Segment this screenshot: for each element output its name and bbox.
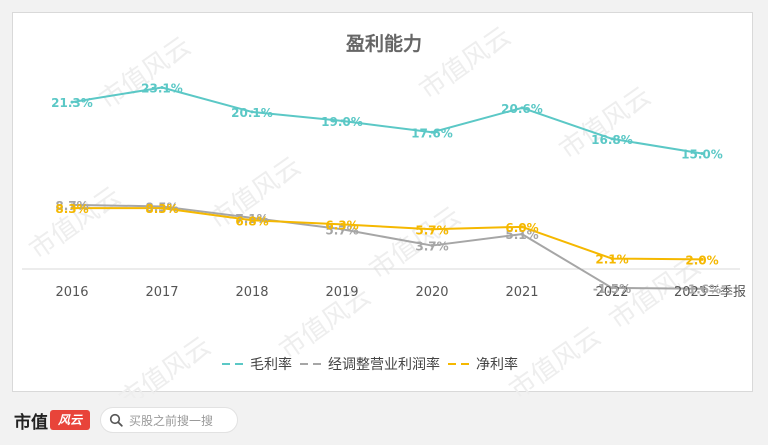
data-point bbox=[340, 222, 344, 226]
search-icon bbox=[109, 413, 123, 427]
x-tick-label: 2016 bbox=[55, 285, 88, 300]
legend-label: 净利率 bbox=[476, 356, 518, 373]
data-label: 6.8% bbox=[235, 214, 268, 228]
data-label: 19.0% bbox=[321, 115, 363, 129]
series-line bbox=[72, 207, 703, 261]
data-label: 16.8% bbox=[591, 133, 633, 147]
data-label: 8.3% bbox=[145, 202, 178, 216]
data-label: 7.1% bbox=[235, 212, 268, 226]
series-line bbox=[71, 203, 703, 290]
watermark-text: 市值风云 bbox=[414, 21, 516, 105]
x-tick-label: 2023三季报 bbox=[674, 285, 746, 300]
data-label: 17.6% bbox=[411, 126, 453, 140]
x-tick-label: 2019 bbox=[325, 285, 358, 300]
data-point bbox=[160, 206, 164, 210]
footer-bar: 市值 风云 买股之前搜一搜 bbox=[0, 398, 768, 445]
data-point bbox=[520, 225, 524, 229]
brand: 市值 风云 bbox=[14, 408, 90, 433]
data-point bbox=[70, 100, 74, 104]
data-labels: 8.7% 8.5% 7.1% 5.7% 3.7% 5.1% -1.5% -1.6% 8.3% 8.… bbox=[51, 81, 723, 296]
data-point bbox=[430, 227, 434, 231]
data-label: 3.7% bbox=[415, 240, 448, 254]
data-label: 20.6% bbox=[501, 102, 543, 116]
series-layer bbox=[70, 85, 704, 291]
data-point bbox=[610, 286, 614, 290]
watermark-text: 市值风云 bbox=[94, 31, 196, 115]
x-tick-label: 2022 bbox=[595, 285, 628, 300]
data-point bbox=[340, 119, 344, 123]
legend-label: 毛利率 bbox=[250, 356, 292, 373]
data-point bbox=[70, 206, 74, 210]
data-point bbox=[610, 137, 614, 141]
x-tick-label: 2021 bbox=[505, 285, 538, 300]
data-label: -1.6% bbox=[683, 283, 721, 297]
data-label: 6.0% bbox=[505, 221, 538, 235]
data-label: 5.7% bbox=[415, 223, 448, 237]
legend-label: 经调整营业利润率 bbox=[328, 356, 440, 373]
x-tick-label: 2018 bbox=[235, 285, 268, 300]
x-axis-ticks: 2016 2017 2018 2019 2020 2021 2022 2023三季报 bbox=[55, 285, 746, 300]
data-label: 23.1% bbox=[141, 81, 183, 95]
data-label: -1.5% bbox=[593, 282, 631, 296]
brand-name: 市值 bbox=[14, 412, 48, 433]
data-label: 8.5% bbox=[145, 200, 178, 214]
x-tick-label: 2020 bbox=[415, 285, 448, 300]
data-label: 20.1% bbox=[231, 106, 273, 120]
legend: 毛利率 经调整营业利润率 净利率 bbox=[222, 356, 518, 373]
watermark-text: 市值风云 bbox=[114, 331, 216, 398]
data-point bbox=[610, 257, 614, 261]
watermark-text: 市值风云 bbox=[24, 181, 126, 265]
data-point bbox=[160, 85, 164, 89]
data-point bbox=[520, 106, 524, 110]
data-label: 8.3% bbox=[55, 202, 88, 216]
chart-title: 盈利能力 bbox=[345, 32, 422, 55]
data-point bbox=[250, 218, 254, 222]
brand-logo: 风云 bbox=[50, 410, 90, 430]
data-point bbox=[250, 216, 254, 220]
watermark-text: 市值风云 bbox=[504, 321, 606, 398]
data-label: 2.0% bbox=[685, 253, 718, 267]
data-point bbox=[430, 130, 434, 134]
data-point bbox=[70, 203, 74, 207]
data-point bbox=[700, 151, 704, 155]
data-point bbox=[520, 232, 524, 236]
chart-card bbox=[12, 12, 753, 392]
data-point bbox=[430, 244, 434, 248]
search-box[interactable]: 买股之前搜一搜 bbox=[100, 407, 238, 433]
x-tick-label: 2017 bbox=[145, 285, 178, 300]
data-label: 5.7% bbox=[325, 223, 358, 237]
data-point bbox=[700, 257, 704, 261]
series-line bbox=[71, 86, 703, 155]
data-point bbox=[700, 287, 704, 291]
search-placeholder: 买股之前搜一搜 bbox=[129, 413, 214, 428]
data-label: 15.0% bbox=[681, 147, 723, 161]
data-point bbox=[250, 110, 254, 114]
data-label: 5.1% bbox=[505, 228, 538, 242]
data-label: 2.1% bbox=[595, 253, 628, 267]
data-label: 8.7% bbox=[55, 199, 88, 213]
data-label: 6.3% bbox=[325, 218, 358, 232]
data-label: 21.3% bbox=[51, 96, 93, 110]
data-point bbox=[340, 227, 344, 231]
